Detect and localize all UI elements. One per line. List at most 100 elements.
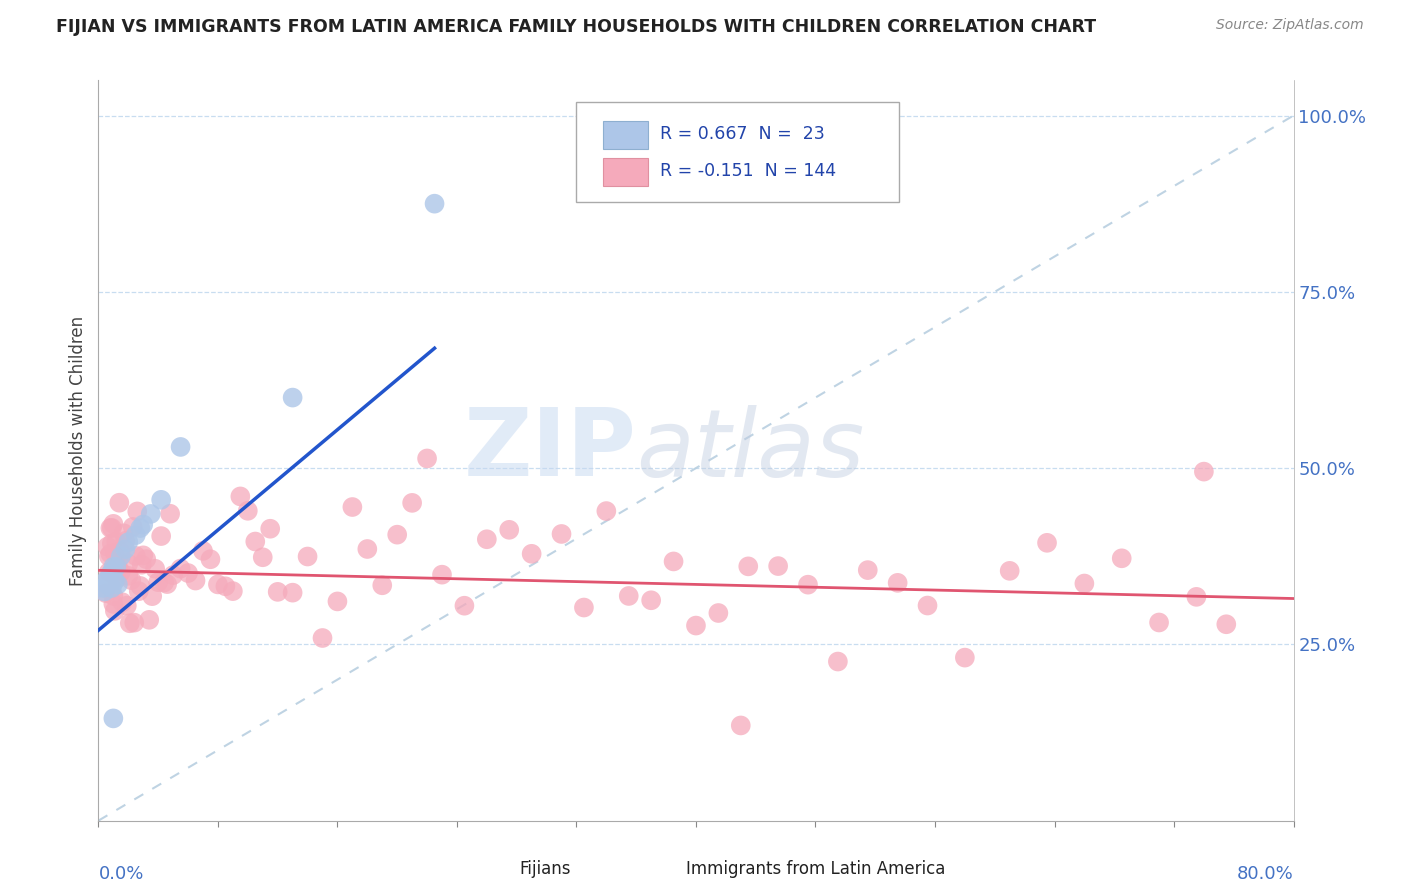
Point bbox=[252, 550, 274, 565]
Point bbox=[112, 526, 135, 541]
Point bbox=[1185, 590, 1208, 604]
Point bbox=[103, 711, 125, 725]
Point bbox=[111, 595, 134, 609]
Point bbox=[737, 559, 759, 574]
Point bbox=[1073, 576, 1095, 591]
Point bbox=[1215, 617, 1237, 632]
Point bbox=[125, 528, 148, 542]
Point bbox=[169, 440, 191, 454]
Point bbox=[423, 196, 446, 211]
Text: Fijians: Fijians bbox=[519, 860, 571, 878]
Point bbox=[1192, 465, 1215, 479]
Point bbox=[827, 655, 849, 669]
Point bbox=[475, 533, 498, 547]
Point bbox=[105, 559, 128, 574]
Point bbox=[259, 522, 281, 536]
Point bbox=[101, 536, 124, 550]
Point bbox=[132, 549, 155, 563]
Text: R = -0.151  N = 144: R = -0.151 N = 144 bbox=[661, 162, 837, 180]
Point bbox=[797, 577, 820, 591]
Point bbox=[110, 549, 132, 564]
Point bbox=[107, 577, 129, 591]
Point bbox=[1036, 536, 1059, 550]
Text: FIJIAN VS IMMIGRANTS FROM LATIN AMERICA FAMILY HOUSEHOLDS WITH CHILDREN CORRELAT: FIJIAN VS IMMIGRANTS FROM LATIN AMERICA … bbox=[56, 18, 1097, 36]
Point bbox=[169, 561, 191, 575]
Point bbox=[191, 544, 214, 558]
Point bbox=[150, 492, 173, 507]
Point bbox=[103, 516, 125, 531]
Point bbox=[856, 563, 879, 577]
Point bbox=[401, 496, 423, 510]
Text: ZIP: ZIP bbox=[464, 404, 637, 497]
Point bbox=[416, 451, 439, 466]
Y-axis label: Family Households with Children: Family Households with Children bbox=[69, 316, 87, 585]
Point bbox=[143, 562, 166, 576]
Point bbox=[131, 558, 153, 572]
Point bbox=[685, 618, 707, 632]
Bar bbox=[603, 158, 648, 186]
Point bbox=[105, 572, 128, 586]
Point bbox=[103, 597, 125, 611]
Point bbox=[917, 599, 939, 613]
Point bbox=[520, 547, 543, 561]
Point bbox=[326, 594, 349, 608]
Point bbox=[117, 557, 139, 571]
Point bbox=[103, 563, 125, 577]
Point bbox=[139, 507, 162, 521]
Point bbox=[550, 527, 572, 541]
Point bbox=[207, 577, 229, 591]
Point bbox=[371, 578, 394, 592]
Point bbox=[662, 554, 685, 568]
Point bbox=[117, 535, 139, 549]
Point bbox=[135, 552, 157, 566]
Point bbox=[281, 585, 304, 599]
Point bbox=[96, 540, 118, 554]
Point bbox=[430, 567, 453, 582]
Point bbox=[1111, 551, 1133, 566]
Text: 80.0%: 80.0% bbox=[1237, 865, 1294, 883]
Point bbox=[222, 584, 245, 599]
Point bbox=[245, 534, 267, 549]
Text: atlas: atlas bbox=[637, 405, 865, 496]
Point bbox=[117, 569, 139, 583]
Point bbox=[129, 579, 152, 593]
Point bbox=[124, 615, 146, 630]
Point bbox=[150, 529, 173, 543]
Point bbox=[94, 586, 117, 600]
Point bbox=[184, 574, 207, 588]
Point bbox=[107, 559, 129, 574]
Point bbox=[97, 565, 120, 579]
Point bbox=[267, 585, 290, 599]
Point bbox=[129, 521, 152, 535]
Point bbox=[886, 575, 908, 590]
Point bbox=[177, 566, 200, 580]
Point bbox=[104, 604, 127, 618]
Point bbox=[214, 579, 236, 593]
Point bbox=[98, 547, 122, 561]
Point bbox=[110, 565, 132, 579]
Point bbox=[156, 577, 179, 591]
Point bbox=[121, 520, 143, 534]
Point bbox=[162, 568, 184, 582]
Point bbox=[127, 504, 149, 518]
Point bbox=[998, 564, 1021, 578]
Point bbox=[128, 584, 150, 599]
Point bbox=[617, 589, 640, 603]
Point bbox=[98, 521, 122, 535]
Point bbox=[453, 599, 475, 613]
Point bbox=[105, 534, 128, 549]
Point bbox=[101, 581, 124, 595]
Point bbox=[159, 507, 181, 521]
Point bbox=[572, 600, 595, 615]
Point bbox=[107, 554, 129, 568]
FancyBboxPatch shape bbox=[576, 103, 900, 202]
Bar bbox=[603, 121, 648, 149]
Point bbox=[595, 504, 617, 518]
Point bbox=[108, 496, 131, 510]
Point bbox=[766, 559, 789, 574]
Point bbox=[110, 545, 132, 559]
Point bbox=[200, 552, 222, 566]
Point bbox=[148, 575, 170, 590]
Point bbox=[93, 584, 115, 599]
Point bbox=[953, 650, 976, 665]
